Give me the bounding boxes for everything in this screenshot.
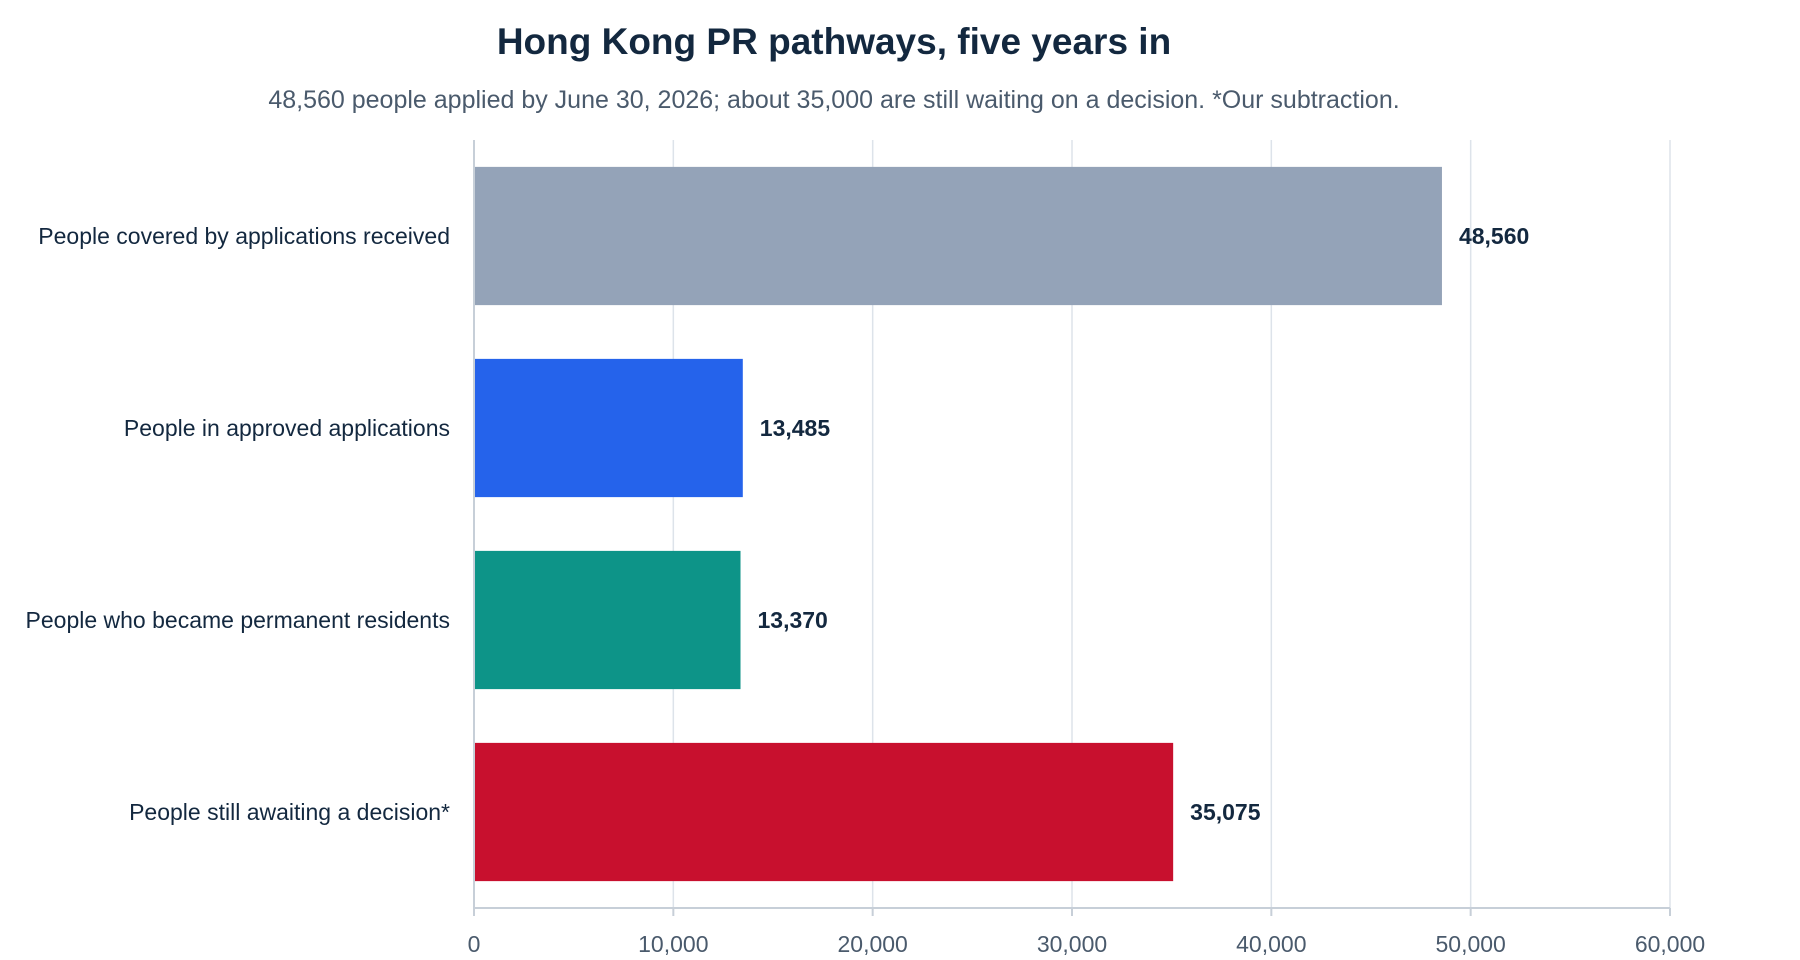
x-tick-label: 50,000 bbox=[1435, 931, 1505, 957]
x-tick-label: 60,000 bbox=[1635, 931, 1705, 957]
bar bbox=[474, 358, 743, 498]
chart-subtitle: 48,560 people applied by June 30, 2026; … bbox=[268, 86, 1399, 114]
value-label: 13,485 bbox=[760, 415, 831, 441]
bar bbox=[474, 742, 1174, 882]
chart-title: Hong Kong PR pathways, five years in bbox=[497, 21, 1171, 62]
category-label: People in approved applications bbox=[124, 415, 450, 441]
category-label: People who became permanent residents bbox=[26, 607, 450, 633]
x-tick-label: 40,000 bbox=[1236, 931, 1306, 957]
category-label: People covered by applications received bbox=[38, 223, 450, 249]
bar bbox=[474, 550, 741, 690]
bar bbox=[474, 166, 1442, 306]
value-label: 13,370 bbox=[758, 607, 828, 633]
x-axis: 0 10,000 20,000 30,000 40,000 50,000 60,000 bbox=[468, 140, 1705, 957]
x-tick-label: 20,000 bbox=[837, 931, 907, 957]
x-tick-label: 0 bbox=[468, 931, 481, 957]
category-label: People still awaiting a decision* bbox=[129, 799, 450, 825]
bars: People covered by applications received 4… bbox=[26, 166, 1529, 882]
x-tick-label: 10,000 bbox=[638, 931, 708, 957]
x-tick-label: 30,000 bbox=[1037, 931, 1107, 957]
value-label: 35,075 bbox=[1190, 799, 1261, 825]
value-label: 48,560 bbox=[1459, 223, 1529, 249]
